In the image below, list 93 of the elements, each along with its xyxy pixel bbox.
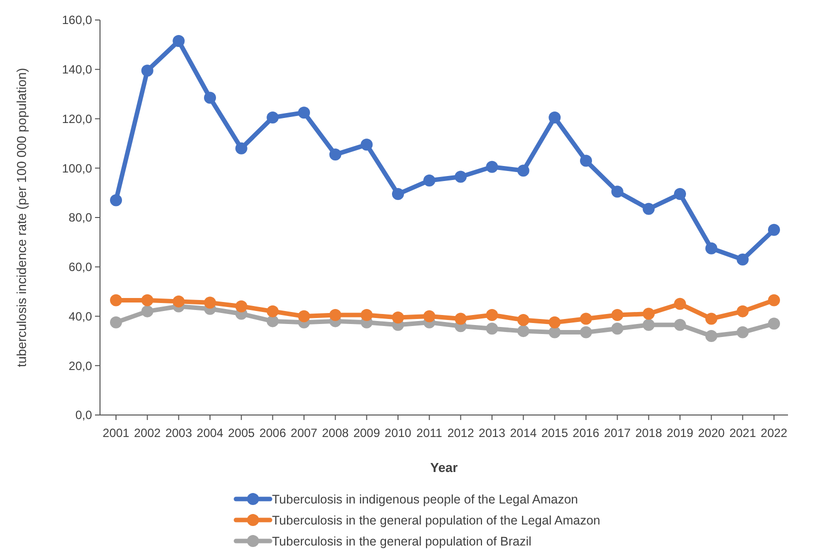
point xyxy=(705,330,718,342)
point xyxy=(611,309,624,322)
point xyxy=(486,322,498,335)
point xyxy=(392,188,404,200)
point xyxy=(204,92,216,104)
point xyxy=(517,314,530,326)
point xyxy=(110,294,122,306)
point xyxy=(548,316,561,328)
legend-label: Tuberculosis in the general population of the Legal Amazon xyxy=(272,513,600,528)
x-tick-label: 2008 xyxy=(322,426,350,440)
point xyxy=(360,138,373,151)
x-tick-label: 2002 xyxy=(134,426,162,440)
point xyxy=(329,309,342,322)
point xyxy=(768,294,780,306)
point xyxy=(110,194,122,206)
point xyxy=(580,154,592,167)
point xyxy=(454,312,467,325)
x-tick-label: 2004 xyxy=(196,426,224,440)
point xyxy=(705,242,718,254)
y-tick-label: 40,0 xyxy=(68,309,92,324)
point xyxy=(642,308,655,320)
x-tick-label: 2001 xyxy=(102,426,130,440)
point xyxy=(423,310,436,322)
y-tick-label: 0,0 xyxy=(75,408,92,422)
y-tick-label: 20,0 xyxy=(68,358,92,373)
point xyxy=(360,309,373,322)
x-tick-label: 2010 xyxy=(384,426,412,440)
x-axis-title: Year xyxy=(430,460,458,475)
x-tick-label: 2017 xyxy=(604,426,632,440)
point xyxy=(454,170,467,183)
x-tick-label: 2020 xyxy=(698,426,726,440)
point xyxy=(423,174,436,186)
point xyxy=(580,326,592,338)
point xyxy=(266,315,279,328)
x-tick-label: 2019 xyxy=(666,426,694,440)
point xyxy=(768,318,780,330)
point xyxy=(517,164,530,177)
point xyxy=(674,318,686,331)
point xyxy=(172,295,185,308)
y-tick-label: 120,0 xyxy=(62,112,92,126)
point xyxy=(768,224,780,236)
point xyxy=(141,305,154,318)
x-tick-label: 2015 xyxy=(541,426,568,440)
point xyxy=(141,294,154,306)
y-tick-label: 140,0 xyxy=(62,62,92,77)
x-tick-label: 2012 xyxy=(447,426,474,440)
point xyxy=(674,298,686,310)
point xyxy=(172,34,185,47)
point xyxy=(110,316,122,328)
x-tick-label: 2014 xyxy=(510,426,538,440)
y-axis-title: tuberculosis incidence rate (per 100 000 population) xyxy=(14,68,29,368)
x-tick-label: 2021 xyxy=(729,426,756,440)
point xyxy=(266,112,279,124)
point xyxy=(204,296,216,309)
point xyxy=(674,188,686,200)
point xyxy=(235,142,248,154)
point xyxy=(611,322,624,335)
y-tick-label: 160,0 xyxy=(62,13,92,28)
point xyxy=(392,311,404,324)
x-tick-label: 2009 xyxy=(353,426,380,440)
x-tick-label: 2007 xyxy=(290,426,318,440)
point xyxy=(235,300,248,312)
point xyxy=(298,106,310,119)
x-tick-label: 2011 xyxy=(416,426,443,440)
point xyxy=(329,148,342,161)
x-tick-label: 2003 xyxy=(165,426,192,440)
point xyxy=(736,305,749,318)
point xyxy=(266,305,279,318)
x-tick-label: 2018 xyxy=(635,426,662,440)
x-tick-label: 2022 xyxy=(760,426,788,440)
x-tick-label: 2006 xyxy=(259,426,286,440)
point xyxy=(486,160,498,173)
x-tick-label: 2016 xyxy=(572,426,600,440)
y-tick-label: 80,0 xyxy=(68,210,92,225)
legend-label: Tuberculosis in the general population of Brazil xyxy=(272,534,532,548)
point xyxy=(736,326,749,338)
y-tick-label: 100,0 xyxy=(62,161,92,176)
point xyxy=(486,309,498,322)
point xyxy=(298,310,310,322)
point xyxy=(642,202,655,215)
point xyxy=(611,186,624,198)
y-tick-label: 60,0 xyxy=(68,260,92,274)
point xyxy=(580,312,592,325)
point xyxy=(141,64,154,77)
point xyxy=(517,325,530,338)
point xyxy=(736,253,749,266)
x-tick-label: 2013 xyxy=(478,426,506,440)
point xyxy=(705,312,718,325)
legend-label: Tuberculosis in indigenous people of the Legal Amazon xyxy=(272,492,578,506)
x-tick-label: 2005 xyxy=(228,426,256,440)
point xyxy=(548,112,561,124)
point xyxy=(548,326,561,338)
point xyxy=(642,318,655,331)
